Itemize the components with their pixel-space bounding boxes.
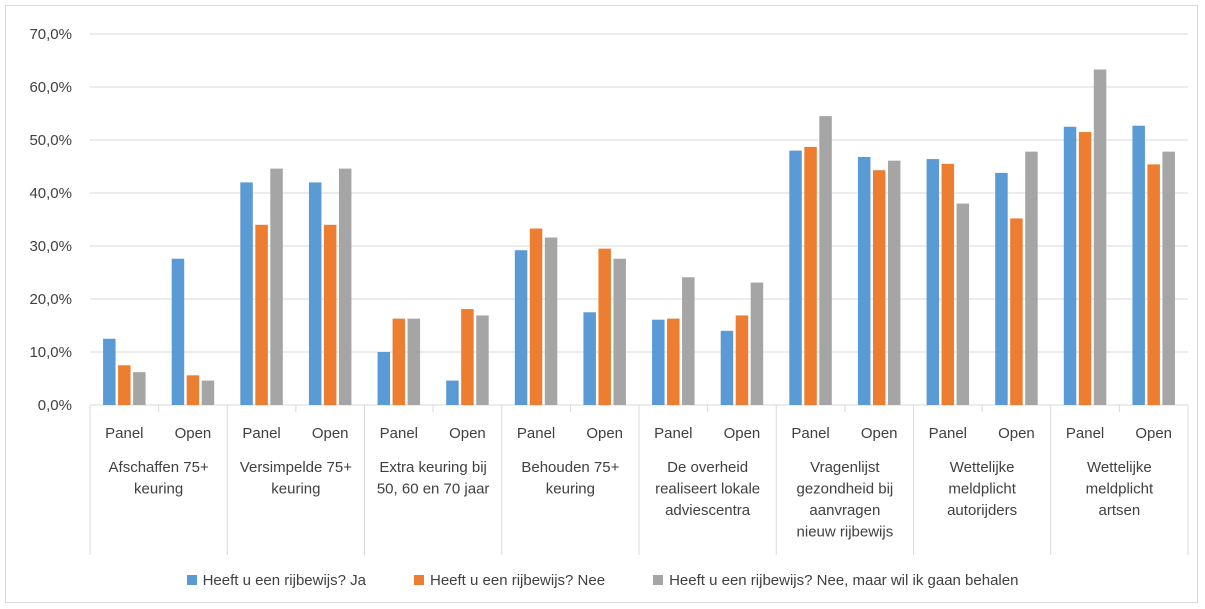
x-group-label: Wettelijke meldplicht autorijders	[947, 459, 1017, 519]
bar	[461, 309, 474, 405]
bar	[598, 248, 611, 405]
bar	[804, 146, 817, 405]
x-subcategory-label: Panel	[791, 425, 829, 442]
x-subcategory-label: Panel	[380, 425, 418, 442]
bar	[1147, 164, 1160, 405]
bar	[652, 319, 665, 405]
legend-item-nee-maar: Heeft u een rijbewijs? Nee, maar wil ik …	[653, 569, 1018, 591]
bar-chart: 0,0% 10,0% 20,0% 30,0% 40,0% 50,0% 60,0% 70,0% P…	[29, 26, 1189, 555]
bar	[1010, 218, 1023, 405]
legend-swatch-ja	[186, 575, 197, 585]
bar	[872, 170, 886, 405]
y-tick-label: 40,0%	[29, 185, 72, 202]
x-subcategory-label: Open	[861, 425, 898, 442]
x-subcategory-label: Panel	[1066, 425, 1104, 442]
x-group-label: Versimpelde 75+ keuring	[240, 459, 352, 498]
y-tick-label: 70,0%	[29, 26, 72, 43]
bar	[255, 224, 268, 405]
bar	[240, 182, 253, 405]
bar	[1025, 151, 1038, 405]
bar	[1093, 69, 1107, 405]
bar	[926, 159, 940, 405]
bar	[941, 163, 955, 405]
bar	[377, 352, 391, 405]
x-subcategory-label: Open	[1135, 425, 1172, 442]
bar	[667, 318, 680, 405]
bar	[133, 372, 146, 405]
bar	[118, 365, 131, 405]
x-subcategory-label: Open	[586, 425, 623, 442]
x-subcategory-label: Open	[724, 425, 761, 442]
bar	[338, 168, 352, 405]
x-subcategory-label: Open	[175, 425, 212, 442]
bar	[995, 172, 1008, 405]
bar	[1063, 126, 1077, 405]
x-subcategory-label: Panel	[517, 425, 555, 442]
bar	[720, 330, 734, 405]
bar	[323, 224, 337, 405]
bar	[1162, 151, 1175, 405]
bar	[750, 282, 764, 405]
bar	[407, 318, 421, 405]
bar	[956, 203, 970, 405]
bar	[476, 315, 489, 405]
bar	[171, 258, 185, 405]
bar	[201, 380, 215, 405]
bar	[186, 375, 200, 405]
legend-label-nee-maar: Heeft u een rijbewijs? Nee, maar wil ik …	[669, 571, 1019, 589]
bar	[529, 228, 543, 405]
bar	[392, 318, 406, 405]
bar	[544, 237, 558, 405]
bar	[446, 380, 459, 405]
y-tick-label: 0,0%	[38, 397, 72, 414]
bar	[514, 250, 528, 405]
x-subcategory-label: Open	[998, 425, 1035, 442]
x-group-label: De overheid realiseert lokale adviescentra	[655, 459, 760, 519]
legend-label-nee: Heeft u een rijbewijs? Nee	[429, 571, 606, 589]
bar	[583, 312, 596, 405]
x-subcategory-label: Panel	[929, 425, 967, 442]
bar	[735, 315, 749, 405]
bar	[789, 150, 802, 405]
x-group-label: Extra keuring bij 50, 60 en 70 jaar	[377, 459, 490, 498]
y-tick-label: 50,0%	[29, 132, 72, 149]
y-tick-label: 10,0%	[29, 344, 72, 361]
y-tick-label: 20,0%	[29, 291, 72, 308]
x-group-label: Behouden 75+ keuring	[521, 459, 619, 498]
x-subcategory-label: Open	[312, 425, 349, 442]
x-group-label: Wettelijke meldplicht artsen	[1086, 459, 1154, 519]
bar	[270, 168, 283, 405]
y-tick-label: 60,0%	[29, 79, 72, 96]
x-subcategory-label: Panel	[105, 425, 143, 442]
x-subcategory-label: Open	[449, 425, 486, 442]
bar	[1132, 125, 1145, 405]
bar	[819, 116, 832, 406]
x-group-label: Vragenlijst gezondheid bij aanvragen nieuw …	[797, 459, 894, 541]
y-tick-label: 30,0%	[29, 238, 72, 255]
bar	[103, 338, 116, 405]
legend: Heeft u een rijbewijs? Ja Heeft u een ri…	[0, 569, 1205, 591]
chart-frame	[5, 5, 1198, 603]
bar	[1078, 132, 1092, 406]
x-subcategory-label: Panel	[242, 425, 280, 442]
legend-item-nee: Heeft u een rijbewijs? Nee	[413, 569, 606, 591]
legend-item-ja: Heeft u een rijbewijs? Ja	[186, 569, 366, 591]
bar	[857, 156, 871, 405]
x-subcategory-label: Panel	[654, 425, 692, 442]
legend-swatch-nee	[413, 575, 424, 585]
bar	[887, 160, 901, 405]
x-group-label: Afschaffen 75+ keuring	[109, 459, 209, 498]
bar	[613, 258, 626, 405]
bar	[308, 182, 322, 405]
legend-label-ja: Heeft u een rijbewijs? Ja	[202, 571, 366, 589]
bar	[682, 277, 695, 405]
legend-swatch-nee-maar	[653, 575, 664, 585]
